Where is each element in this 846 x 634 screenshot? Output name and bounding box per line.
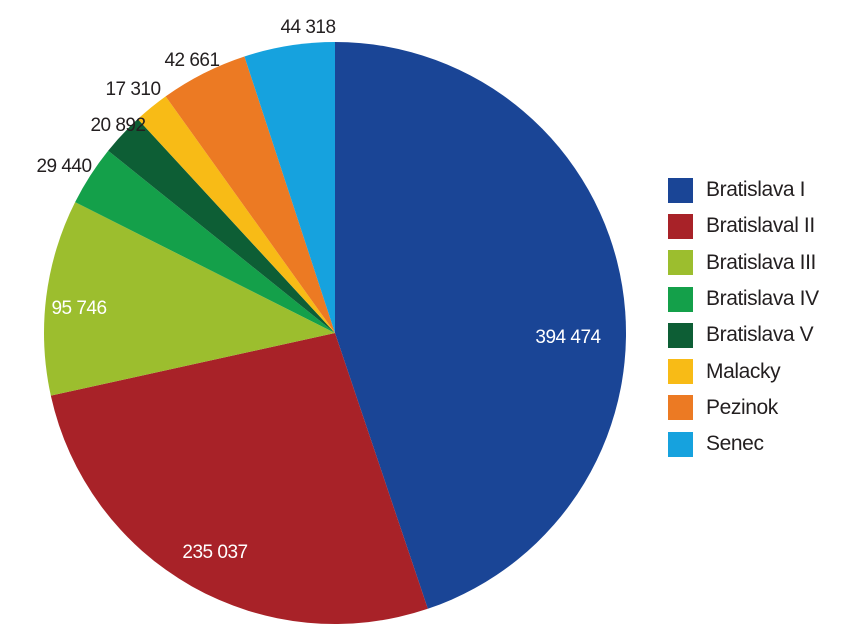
slice-value-label: 29 440 bbox=[36, 156, 91, 177]
legend-swatch bbox=[668, 322, 693, 348]
legend-item-senec: Senec bbox=[668, 426, 819, 462]
legend-label: Malacky bbox=[706, 359, 781, 383]
pie-slice-malacky bbox=[137, 96, 335, 333]
legend-label: Bratislava IV bbox=[706, 287, 819, 311]
slice-value-label: 95 746 bbox=[51, 298, 106, 319]
slice-value-label: 42 661 bbox=[164, 50, 219, 71]
legend-item-bratislava-iii: Bratislava III bbox=[668, 245, 819, 281]
legend-label: Bratislava V bbox=[706, 323, 814, 347]
pie-slice-bratislava-i bbox=[335, 42, 627, 609]
legend-swatch bbox=[668, 431, 693, 457]
pie-slice-bratislava-v bbox=[108, 119, 335, 333]
slice-value-label: 235 037 bbox=[182, 542, 247, 563]
legend-label: Bratislava I bbox=[706, 178, 806, 202]
slice-value-label: 20 892 bbox=[90, 115, 145, 136]
pie-slice-senec bbox=[244, 42, 335, 333]
legend-label: Bratislava III bbox=[706, 250, 816, 274]
legend-swatch bbox=[668, 213, 693, 239]
legend-label: Pezinok bbox=[706, 395, 778, 419]
legend-label: Bratislaval II bbox=[706, 214, 815, 238]
legend-item-bratislava-ii: Bratislaval II bbox=[668, 208, 819, 244]
pie-slice-bratislaval-ii bbox=[50, 333, 428, 625]
legend-swatch bbox=[668, 395, 693, 421]
slice-value-label: 44 318 bbox=[280, 17, 335, 38]
legend-swatch bbox=[668, 286, 693, 312]
legend-item-bratislava-v: Bratislava V bbox=[668, 317, 819, 353]
legend: Bratislava I Bratislaval II Bratislava I… bbox=[668, 172, 819, 462]
legend-label: Senec bbox=[706, 432, 764, 456]
pie-slice-bratislava-iv bbox=[75, 150, 336, 333]
legend-item-malacky: Malacky bbox=[668, 353, 819, 389]
legend-swatch bbox=[668, 250, 693, 276]
slice-value-label: 394 474 bbox=[535, 327, 601, 348]
legend-swatch bbox=[668, 177, 693, 203]
pie-slice-bratislava-iii bbox=[43, 202, 335, 396]
legend-swatch bbox=[668, 359, 693, 385]
legend-item-bratislava-i: Bratislava I bbox=[668, 172, 819, 208]
legend-item-pezinok: Pezinok bbox=[668, 390, 819, 426]
legend-item-bratislava-iv: Bratislava IV bbox=[668, 281, 819, 317]
pie-slice-pezinok bbox=[165, 56, 335, 333]
slice-value-label: 17 310 bbox=[105, 79, 160, 100]
